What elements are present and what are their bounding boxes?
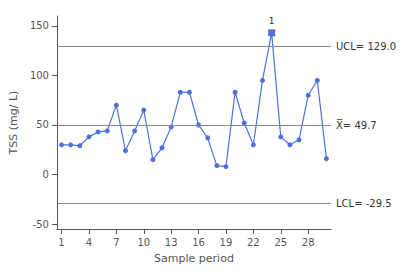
svg-text:150: 150 xyxy=(30,20,49,31)
svg-text:13: 13 xyxy=(165,237,178,248)
svg-text:25: 25 xyxy=(274,237,287,248)
svg-text:X̅= 49.7: X̅= 49.7 xyxy=(336,119,377,131)
svg-text:100: 100 xyxy=(30,70,49,81)
svg-text:Sample period: Sample period xyxy=(154,252,234,265)
svg-text:16: 16 xyxy=(192,237,205,248)
svg-text:1: 1 xyxy=(58,237,64,248)
svg-text:TSS (mg/ L): TSS (mg/ L) xyxy=(7,91,20,156)
svg-text:28: 28 xyxy=(302,237,315,248)
svg-text:4: 4 xyxy=(86,237,92,248)
svg-text:22: 22 xyxy=(247,237,260,248)
svg-text:10: 10 xyxy=(137,237,150,248)
svg-text:LCL= -29.5: LCL= -29.5 xyxy=(336,198,392,209)
svg-text:50: 50 xyxy=(36,119,49,130)
svg-text:0: 0 xyxy=(43,169,49,180)
svg-text:1: 1 xyxy=(269,16,275,26)
svg-text:7: 7 xyxy=(113,237,119,248)
svg-text:UCL= 129.0: UCL= 129.0 xyxy=(336,41,396,52)
svg-text:-50: -50 xyxy=(33,219,49,230)
svg-text:19: 19 xyxy=(220,237,233,248)
